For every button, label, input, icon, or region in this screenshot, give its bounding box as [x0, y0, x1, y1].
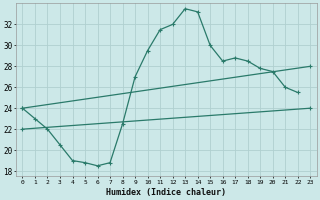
X-axis label: Humidex (Indice chaleur): Humidex (Indice chaleur): [106, 188, 226, 197]
